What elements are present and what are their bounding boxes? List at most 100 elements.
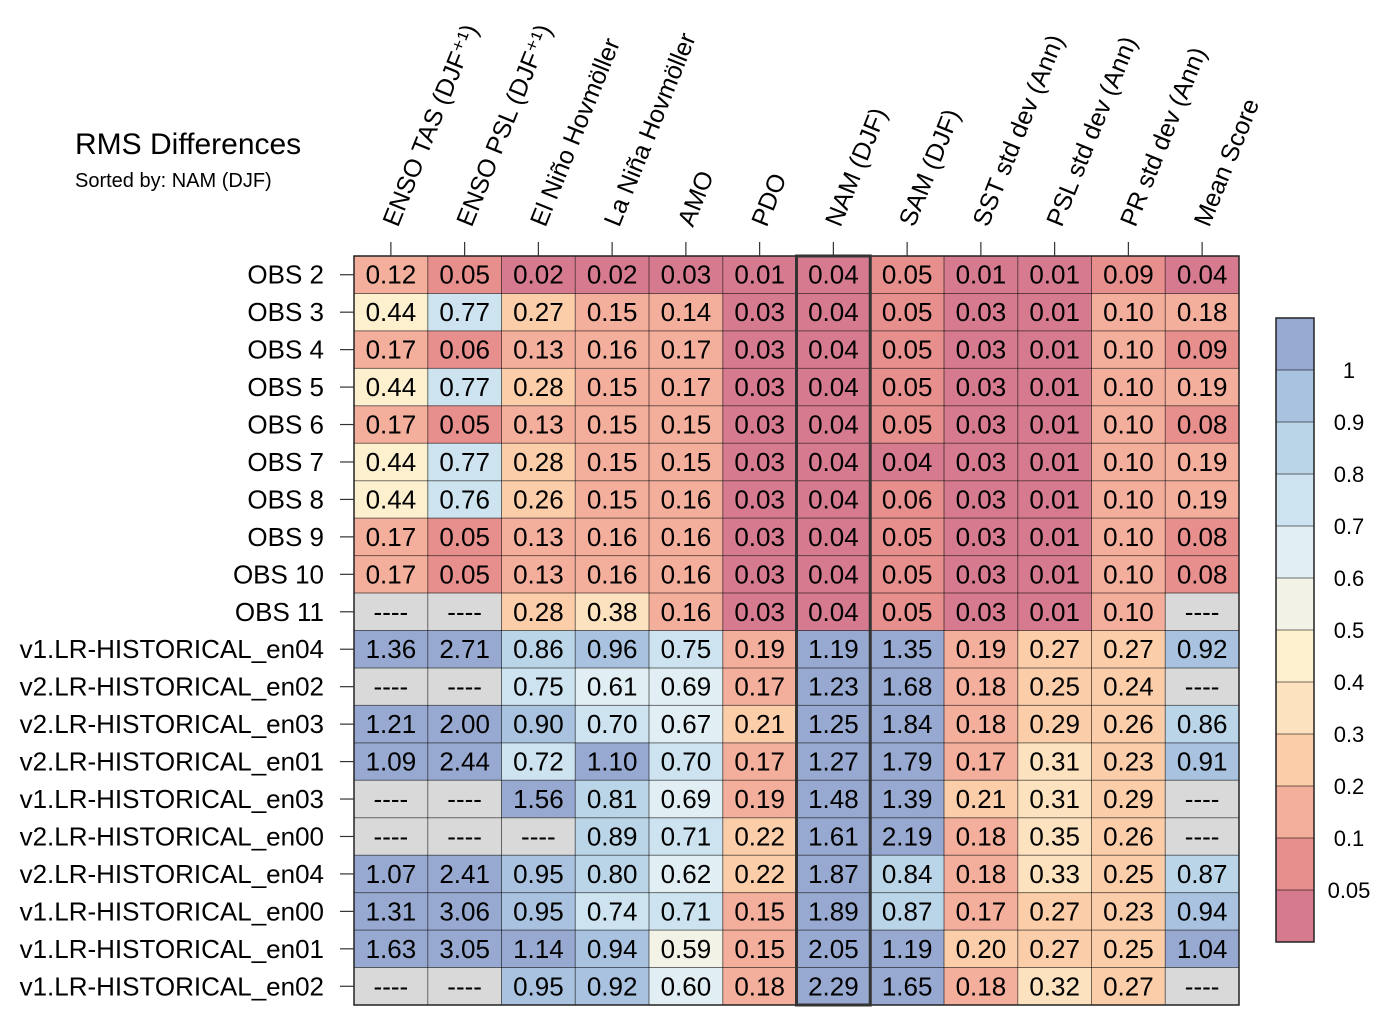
heatmap-cell: [1091, 967, 1166, 1005]
cell-value-label: 0.20: [956, 934, 1007, 964]
cell-value-label: 0.03: [956, 522, 1007, 552]
cell-value-label: 0.04: [808, 372, 859, 402]
heatmap-cell: [1017, 555, 1092, 594]
cell-value-label: 0.18: [956, 859, 1007, 889]
cell-value-label: 0.18: [956, 971, 1007, 1001]
cell-value-label: 0.25: [1029, 672, 1080, 702]
cell-value-label: 0.03: [956, 335, 1007, 365]
cell-value-label: 0.17: [956, 896, 1007, 926]
cell-value-label: 0.21: [734, 709, 785, 739]
heatmap-cell: [944, 593, 1018, 631]
cell-value-label: 0.09: [1177, 335, 1228, 365]
heatmap-cell: [944, 930, 1018, 968]
heatmap-cell: [501, 593, 576, 631]
heatmap-cell: [1165, 967, 1239, 1005]
cell-value-label: 0.28: [513, 447, 564, 477]
heatmap-cell: [575, 667, 649, 706]
heatmap-cell: [427, 855, 502, 893]
heatmap-cell: [1091, 555, 1166, 594]
cell-value-label: ----: [1185, 821, 1220, 851]
cell-value-label: 0.69: [661, 784, 712, 814]
cell-value-label: 0.13: [513, 335, 564, 365]
heatmap-cell: [501, 742, 576, 781]
cell-value-label: 1.35: [882, 634, 933, 664]
heatmap-cell: [354, 480, 428, 519]
cell-value-label: 0.10: [1103, 297, 1154, 327]
cell-value-label: 0.62: [661, 859, 712, 889]
heatmap-cell: [722, 480, 797, 519]
cell-value-label: 0.81: [587, 784, 638, 814]
cell-value-label: 0.05: [439, 559, 490, 589]
cell-value-label: 0.27: [1103, 634, 1154, 664]
heatmap-cell: [427, 518, 502, 556]
row-label: OBS 10: [233, 559, 324, 589]
cell-value-label: 2.05: [808, 934, 859, 964]
heatmap-cell: [575, 892, 649, 931]
cell-value-label: 1.63: [366, 934, 417, 964]
cell-value-label: 0.13: [513, 410, 564, 440]
heatmap-cell: [1017, 742, 1092, 781]
heatmap-cell: [501, 892, 576, 931]
cell-value-label: 0.95: [513, 896, 564, 926]
cell-value-label: ----: [1185, 784, 1220, 814]
heatmap-cell: [722, 368, 797, 406]
heatmap-cell: [427, 892, 502, 931]
heatmap-cell: [427, 480, 502, 519]
cell-value-label: ----: [374, 784, 409, 814]
cell-value-label: 0.01: [1029, 447, 1080, 477]
cell-value-label: 0.77: [439, 447, 490, 477]
heatmap-cell: [1091, 256, 1166, 294]
heatmap-cell: [427, 630, 502, 668]
colorbar-segment: [1276, 474, 1314, 526]
colorbar-frame: [1275, 317, 1315, 943]
heatmap-cell: [1165, 480, 1239, 519]
cell-value-label: 0.05: [882, 335, 933, 365]
cell-value-label: 0.01: [1029, 335, 1080, 365]
heatmap-cell: [870, 593, 944, 631]
cell-value-label: 0.03: [956, 410, 1007, 440]
heatmap-cell: [722, 518, 797, 556]
heatmap-cell: [1165, 705, 1239, 743]
cell-value-label: 0.03: [734, 335, 785, 365]
heatmap-cell: [870, 256, 944, 294]
cell-value-label: 0.27: [1029, 934, 1080, 964]
heatmap-cell: [1091, 518, 1166, 556]
heatmap-cell: [796, 256, 871, 294]
cell-value-label: 0.03: [734, 484, 785, 514]
colorbar-segment: [1276, 890, 1314, 942]
cell-value-label: 0.03: [734, 559, 785, 589]
heatmap-cell: [354, 293, 428, 331]
cell-value-label: ----: [447, 597, 482, 627]
column-label: PDO: [746, 170, 792, 231]
cell-value-label: 0.16: [587, 559, 638, 589]
heatmap-cell: [1017, 780, 1092, 818]
heatmap-cell: [944, 705, 1018, 743]
cell-value-label: 0.22: [734, 821, 785, 851]
heatmap-cell: [1091, 368, 1166, 406]
heatmap-cell: [1017, 593, 1092, 631]
cell-value-label: 0.75: [513, 672, 564, 702]
cell-value-label: 0.35: [1029, 821, 1080, 851]
cell-value-label: 0.70: [587, 709, 638, 739]
cell-value-label: 0.03: [734, 297, 785, 327]
heatmap-cell: [575, 855, 649, 893]
cell-value-label: 0.70: [661, 747, 712, 777]
cell-value-label: 0.19: [734, 634, 785, 664]
colorbar-tick-label: 0.4: [1334, 670, 1365, 695]
cell-value-label: 2.44: [439, 747, 490, 777]
heatmap-cell: [1165, 405, 1239, 444]
colorbar-segment: [1276, 578, 1314, 630]
heatmap-cell: [1017, 930, 1092, 968]
cell-value-label: 0.03: [956, 372, 1007, 402]
heatmap-cell: [796, 705, 871, 743]
cell-value-label: 0.26: [1103, 821, 1154, 851]
colorbar-tick-label: 0.8: [1334, 462, 1365, 487]
cell-value-label: 0.16: [661, 484, 712, 514]
row-label: OBS 4: [247, 335, 324, 365]
cell-value-label: 0.15: [587, 447, 638, 477]
heatmap-cell: [575, 705, 649, 743]
heatmap-cell: [501, 817, 576, 856]
heatmap-cell: [354, 555, 428, 594]
heatmap-cell: [575, 405, 649, 444]
heatmap-cell: [649, 855, 723, 893]
